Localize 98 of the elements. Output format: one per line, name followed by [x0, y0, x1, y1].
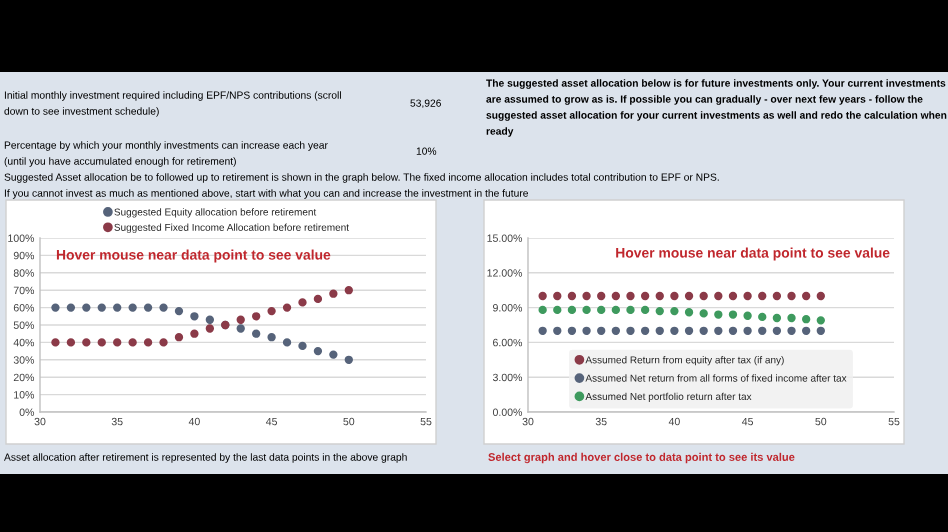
point — [684, 326, 694, 335]
point — [128, 303, 137, 312]
point — [758, 326, 767, 335]
point — [51, 303, 60, 312]
point — [82, 338, 91, 347]
point — [251, 329, 261, 338]
point — [344, 355, 353, 364]
point — [728, 310, 738, 319]
point — [205, 324, 215, 333]
point — [236, 324, 245, 333]
point — [205, 315, 215, 324]
point — [611, 291, 621, 301]
point — [728, 326, 738, 335]
point — [699, 291, 708, 301]
point — [567, 291, 577, 301]
point — [801, 315, 811, 324]
point — [772, 313, 782, 323]
point — [611, 305, 621, 315]
point — [82, 303, 91, 312]
point — [143, 338, 153, 347]
point — [801, 291, 811, 301]
point — [743, 291, 752, 301]
point — [670, 326, 679, 335]
point — [640, 291, 650, 301]
point — [787, 291, 796, 301]
point — [772, 291, 782, 301]
point — [51, 338, 60, 347]
point — [670, 291, 679, 301]
point — [329, 289, 338, 298]
point — [538, 326, 547, 335]
point — [251, 312, 261, 321]
point — [670, 306, 679, 316]
point — [626, 291, 635, 301]
point — [597, 326, 606, 335]
point — [159, 303, 168, 312]
point — [174, 306, 184, 316]
point — [190, 312, 199, 321]
point — [582, 305, 591, 315]
point — [801, 326, 811, 335]
point — [714, 326, 723, 335]
point — [626, 326, 635, 335]
point — [282, 303, 292, 312]
point — [236, 315, 245, 324]
point — [553, 291, 562, 301]
point — [684, 308, 694, 317]
point — [538, 305, 547, 315]
point — [159, 338, 168, 347]
point — [728, 291, 738, 301]
point — [640, 305, 650, 315]
point — [329, 350, 338, 359]
point — [128, 338, 137, 347]
point — [344, 286, 353, 295]
point — [538, 291, 547, 301]
point — [66, 338, 76, 347]
point — [282, 338, 292, 347]
point — [143, 303, 153, 312]
point — [567, 305, 577, 315]
point — [313, 294, 323, 304]
point — [714, 291, 723, 301]
point — [684, 291, 694, 301]
point — [743, 311, 752, 320]
point — [267, 306, 276, 316]
point — [113, 338, 122, 347]
point — [97, 303, 106, 312]
point — [699, 309, 708, 318]
point — [655, 326, 664, 335]
point — [816, 326, 825, 335]
point — [113, 303, 122, 312]
point — [743, 326, 752, 335]
point — [190, 329, 199, 338]
point — [582, 291, 591, 301]
point — [174, 333, 184, 342]
point — [597, 291, 606, 301]
point — [816, 291, 825, 301]
point — [626, 305, 635, 315]
point — [640, 326, 650, 335]
point — [553, 305, 562, 315]
point — [298, 341, 307, 351]
point — [655, 306, 664, 316]
point — [655, 291, 664, 301]
point — [758, 291, 767, 301]
point — [66, 303, 76, 312]
point — [699, 326, 708, 335]
point — [553, 326, 562, 335]
point — [582, 326, 591, 335]
point — [787, 313, 796, 323]
point — [714, 310, 723, 319]
point — [597, 305, 606, 315]
point — [816, 316, 825, 325]
point — [313, 346, 323, 356]
point — [787, 326, 796, 335]
point — [298, 298, 307, 307]
point — [758, 312, 767, 322]
point — [611, 326, 621, 335]
point — [772, 326, 782, 335]
point — [567, 326, 577, 335]
point — [97, 338, 106, 347]
point — [267, 333, 276, 342]
